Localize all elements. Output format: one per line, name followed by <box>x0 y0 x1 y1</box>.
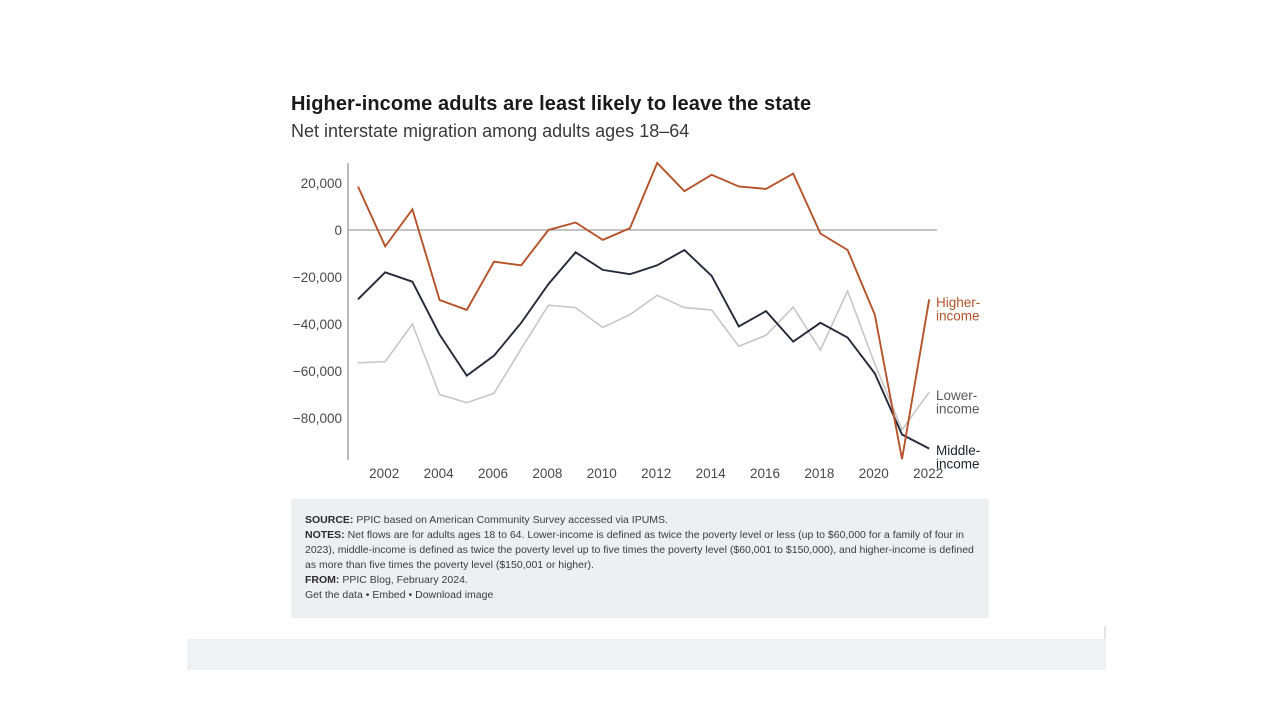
download-image-link[interactable]: Download image <box>415 589 494 602</box>
get-data-link[interactable]: Get the data <box>305 589 363 602</box>
y-tick-label: 0 <box>334 223 342 238</box>
link-separator: • <box>362 589 373 602</box>
x-tick-label: 2016 <box>750 466 780 481</box>
series-line-lower-income <box>357 289 930 432</box>
x-tick-label: 2010 <box>587 466 617 481</box>
chart-links: Get the data • Embed • Download image <box>305 588 975 603</box>
chart-series <box>357 161 931 460</box>
series-label-lower-income: Lower-income <box>936 388 980 417</box>
y-tick-label: −80,000 <box>293 411 342 426</box>
source-label: SOURCE: <box>305 514 354 526</box>
chart-notes-box: SOURCE: PPIC based on American Community… <box>291 499 989 618</box>
chart-axes: 20,000 0 −20,000 −40,000 −60,000 −80,000 2002 2… <box>293 163 943 481</box>
x-tick-label: 2004 <box>424 466 455 481</box>
notes-line: NOTES: Net flows are for adults ages 18 … <box>305 528 975 573</box>
series-line-higher-income <box>357 161 931 460</box>
y-tick-label: −40,000 <box>293 317 342 332</box>
footer-divider <box>1104 626 1106 639</box>
embed-link[interactable]: Embed <box>372 589 406 602</box>
series-label-higher-income: Higher-income <box>936 295 980 324</box>
notes-text: Net flows are for adults ages 18 to 64. … <box>305 529 974 572</box>
x-tick-label: 2018 <box>804 466 834 481</box>
y-tick-label: −60,000 <box>293 364 342 379</box>
notes-label: NOTES: <box>305 529 345 542</box>
y-tick-label: −20,000 <box>293 270 342 285</box>
series-label-middle-income: Middle-income <box>936 443 980 472</box>
source-line: SOURCE: PPIC based on American Community… <box>305 513 975 528</box>
x-tick-label: 2002 <box>369 466 399 481</box>
source-text: PPIC based on American Community Survey … <box>356 514 668 526</box>
from-text: PPIC Blog, February 2024. <box>342 574 468 587</box>
x-tick-label: 2008 <box>532 466 562 481</box>
x-tick-label: 2014 <box>696 466 727 481</box>
from-label: FROM: <box>305 574 340 587</box>
series-line-middle-income <box>357 248 930 450</box>
chart-figure: Higher-income adults are least likely to… <box>291 88 991 142</box>
x-tick-label: 2006 <box>478 466 508 481</box>
chart-series-labels: Higher-income Lower-income Middle-income <box>936 295 980 472</box>
chart-subtitle: Net interstate migration among adults ag… <box>291 121 690 141</box>
x-tick-label: 2012 <box>641 466 671 481</box>
link-separator: • <box>405 589 416 602</box>
from-line: FROM: PPIC Blog, February 2024. <box>305 573 975 588</box>
footer-bar <box>187 639 1106 670</box>
x-tick-label: 2020 <box>859 466 889 481</box>
chart-title: Higher-income adults are least likely to… <box>291 93 812 115</box>
x-tick-label: 2022 <box>913 466 943 481</box>
y-tick-label: 20,000 <box>301 176 342 191</box>
